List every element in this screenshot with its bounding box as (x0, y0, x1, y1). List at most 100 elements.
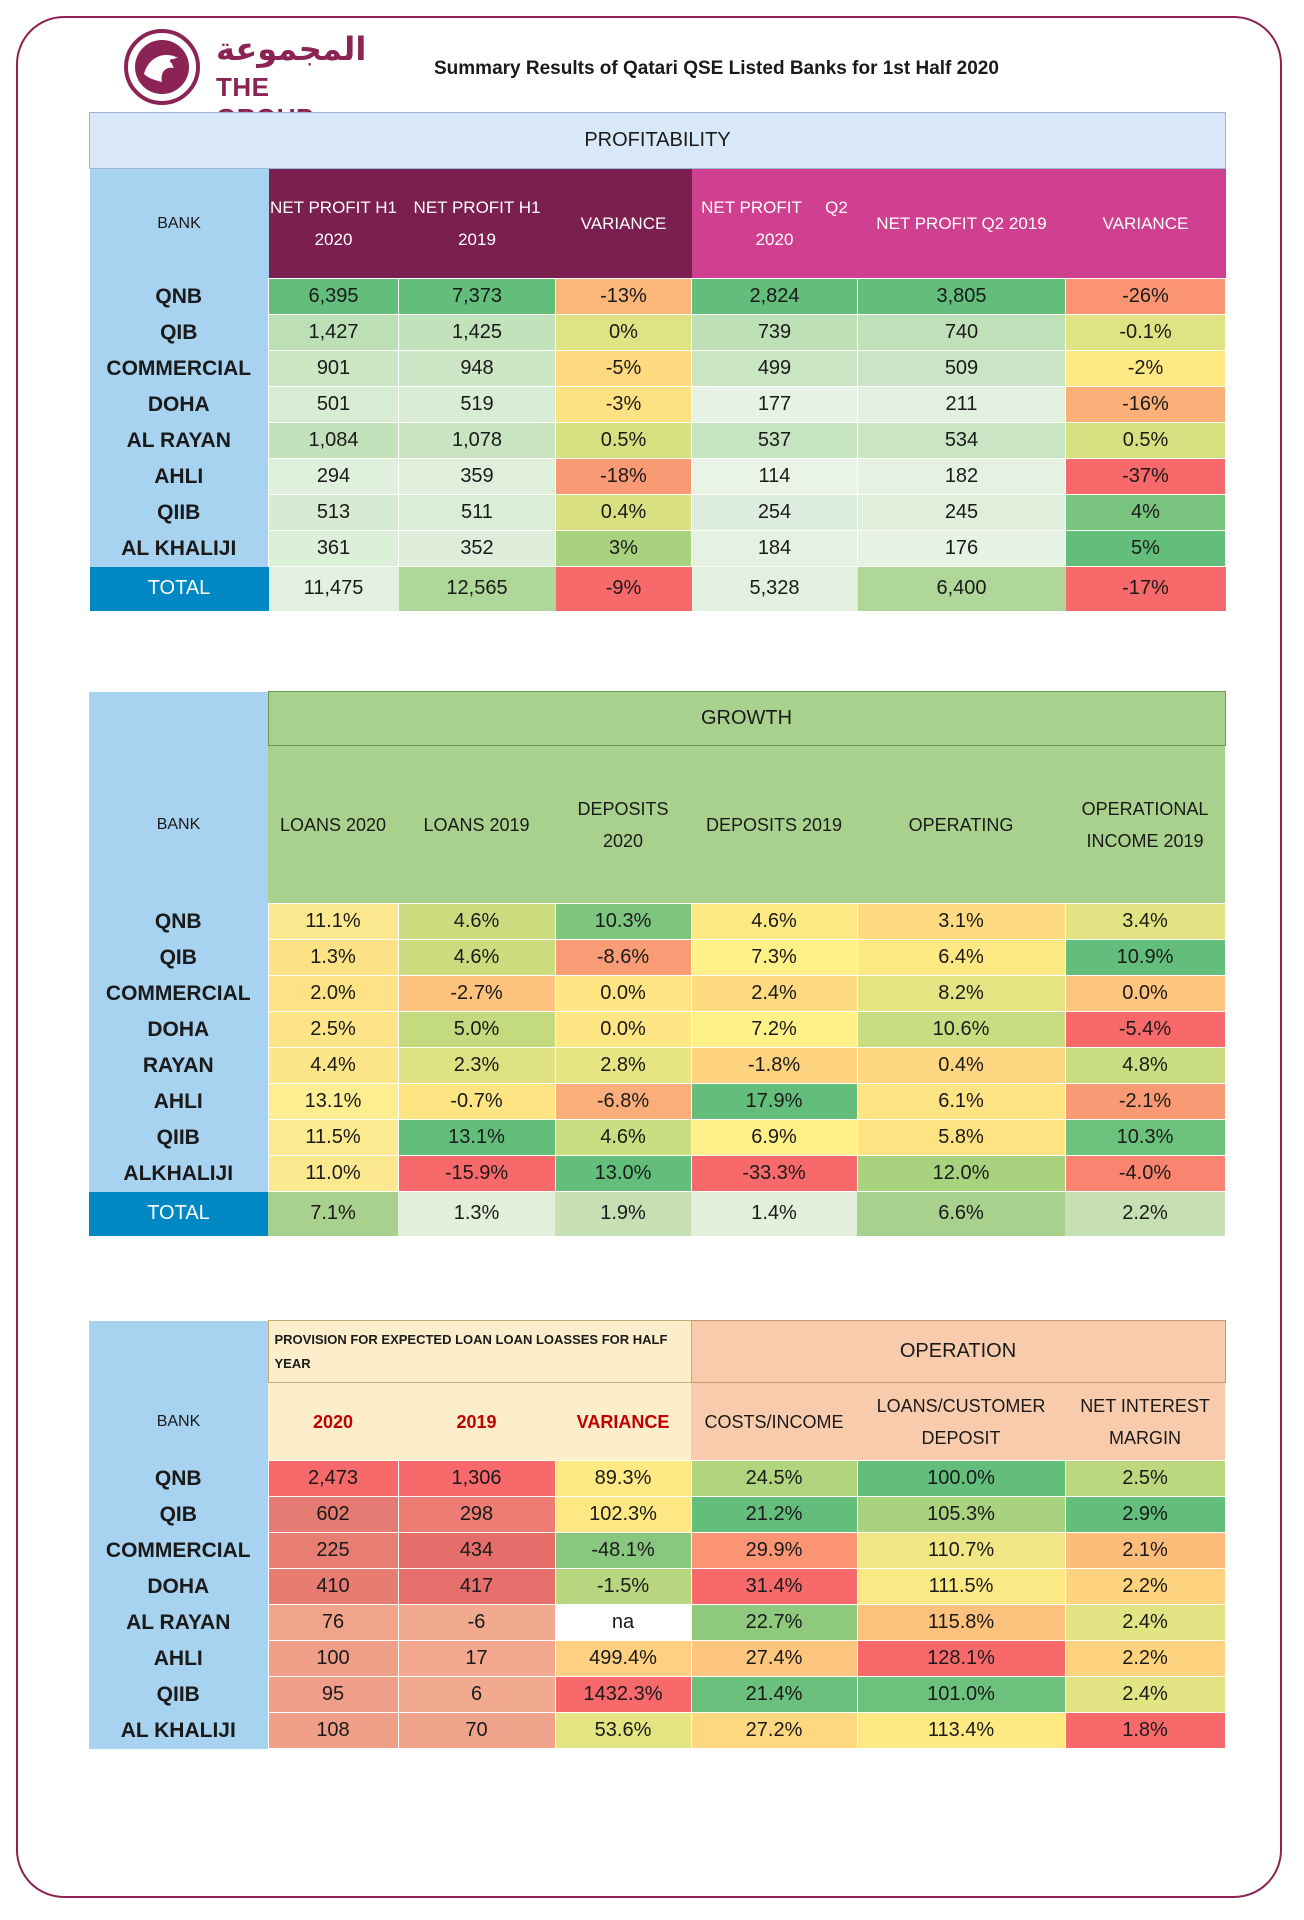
table-cell: 184 (691, 530, 858, 567)
table-cell: 0.4% (555, 494, 692, 531)
table-cell: 298 (397, 1496, 556, 1533)
table-cell: 6,395 (268, 278, 399, 315)
bank-name: DOHA (89, 1568, 268, 1605)
bank-name: COMMERCIAL (89, 350, 269, 387)
provision-2020-header: 2020 (268, 1382, 398, 1461)
table-cell: na (554, 1604, 692, 1641)
table-cell: 225 (267, 1532, 399, 1569)
net-profit-q2-2020-header: NET PROFIT Q2 2020 (691, 168, 858, 279)
growth-section-title: GROWTH (267, 691, 1226, 746)
table-cell: 4% (1065, 494, 1226, 531)
table-cell: 105.3% (856, 1496, 1066, 1533)
bank-name: AHLI (89, 1640, 268, 1677)
table-cell: 1,427 (268, 314, 399, 351)
table-cell: 102.3% (554, 1496, 692, 1533)
table-cell: 7.3% (690, 939, 858, 976)
profitability-total-row: TOTAL 11,475 12,565 -9% 5,328 6,400 -17% (89, 566, 1226, 611)
q2-variance-header: VARIANCE (1065, 168, 1226, 279)
operating-header: OPERATING (857, 745, 1065, 904)
table-cell: 128.1% (856, 1640, 1066, 1677)
table-cell: 602 (267, 1496, 399, 1533)
table-cell: 27.4% (690, 1640, 858, 1677)
h1-variance-header: VARIANCE (555, 168, 692, 279)
table-cell: 434 (397, 1532, 556, 1569)
table-cell: 22.7% (690, 1604, 858, 1641)
table-cell: -5.4% (1064, 1011, 1226, 1048)
table-cell: -9% (555, 566, 692, 611)
table-cell: -1.8% (690, 1047, 858, 1084)
table-cell: 3% (555, 530, 692, 567)
bank-name: AL KHALIJI (89, 1712, 268, 1749)
table-cell: -2% (1065, 350, 1226, 387)
bank-name: RAYAN (89, 1047, 268, 1084)
table-cell: -33.3% (690, 1155, 858, 1192)
table-cell: 2.4% (1064, 1604, 1226, 1641)
bank-name: QIIB (89, 1119, 268, 1156)
table-cell: 10.9% (1064, 939, 1226, 976)
costs-income-header: COSTS/INCOME (691, 1382, 858, 1461)
table-cell: 70 (397, 1712, 556, 1749)
table-cell: 3.1% (856, 903, 1066, 940)
bank-name: AL RAYAN (89, 422, 269, 459)
table-cell: 211 (857, 386, 1066, 423)
bank-name: COMMERCIAL (89, 975, 268, 1012)
operational-income-2019-header: OPERATIONAL INCOME 2019 (1065, 745, 1226, 904)
table-cell: 4.6% (397, 903, 556, 940)
table-cell: -0.7% (397, 1083, 556, 1120)
table-cell: 29.9% (690, 1532, 858, 1569)
bank-column-header: BANK (89, 168, 269, 279)
table-cell: 1.8% (1064, 1712, 1226, 1749)
table-cell: 7.2% (690, 1011, 858, 1048)
table-cell: 10.6% (856, 1011, 1066, 1048)
table-cell: -1.5% (554, 1568, 692, 1605)
bank-name: QIB (89, 314, 269, 351)
table-cell: 2.8% (554, 1047, 692, 1084)
table-cell: 1.3% (398, 1191, 555, 1236)
table-cell: 12,565 (398, 566, 556, 611)
table-row: QIIB 513 511 0.4% 254 245 4% (89, 494, 1226, 531)
table-row: COMMERCIAL 225 434 -48.1% 29.9% 110.7% 2.1% (89, 1532, 1226, 1569)
provision-bank-spacer (89, 1320, 268, 1383)
table-cell: 17.9% (690, 1083, 858, 1120)
table-row: QNB 6,395 7,373 -13% 2,824 3,805 -26% (89, 278, 1226, 315)
table-cell: 519 (398, 386, 556, 423)
table-cell: 511 (398, 494, 556, 531)
table-cell: 359 (398, 458, 556, 495)
table-cell: 76 (267, 1604, 399, 1641)
table-row: AHLI 100 17 499.4% 27.4% 128.1% 2.2% (89, 1640, 1226, 1677)
table-cell: 6,400 (857, 566, 1066, 611)
table-cell: 537 (691, 422, 858, 459)
table-cell: 294 (268, 458, 399, 495)
table-cell: 1,084 (268, 422, 399, 459)
table-cell: 0.5% (1065, 422, 1226, 459)
table-cell: -37% (1065, 458, 1226, 495)
table-cell: 53.6% (554, 1712, 692, 1749)
table-cell: 11,475 (268, 566, 399, 611)
logo-mark-icon (124, 29, 200, 105)
table-cell: 3.4% (1064, 903, 1226, 940)
table-cell: 114 (691, 458, 858, 495)
bank-name: QNB (89, 1460, 268, 1497)
table-cell: 2.5% (267, 1011, 399, 1048)
table-cell: 24.5% (690, 1460, 858, 1497)
table-cell: 948 (398, 350, 556, 387)
table-cell: 361 (268, 530, 399, 567)
table-cell: 1.9% (555, 1191, 691, 1236)
table-cell: 6.1% (856, 1083, 1066, 1120)
table-cell: 901 (268, 350, 399, 387)
table-cell: 17 (397, 1640, 556, 1677)
table-cell: 13.1% (267, 1083, 399, 1120)
table-cell: 13.0% (554, 1155, 692, 1192)
table-cell: 2.1% (1064, 1532, 1226, 1569)
bank-name: AL RAYAN (89, 1604, 268, 1641)
net-profit-h1-2019-header: NET PROFIT H1 2019 (398, 168, 556, 279)
table-cell: 177 (691, 386, 858, 423)
table-cell: 501 (268, 386, 399, 423)
table-cell: 89.3% (554, 1460, 692, 1497)
table-cell: 0.0% (1064, 975, 1226, 1012)
table-cell: 0.4% (856, 1047, 1066, 1084)
table-cell: 12.0% (856, 1155, 1066, 1192)
table-cell: 0% (555, 314, 692, 351)
table-cell: 6.9% (690, 1119, 858, 1156)
table-cell: -18% (555, 458, 692, 495)
